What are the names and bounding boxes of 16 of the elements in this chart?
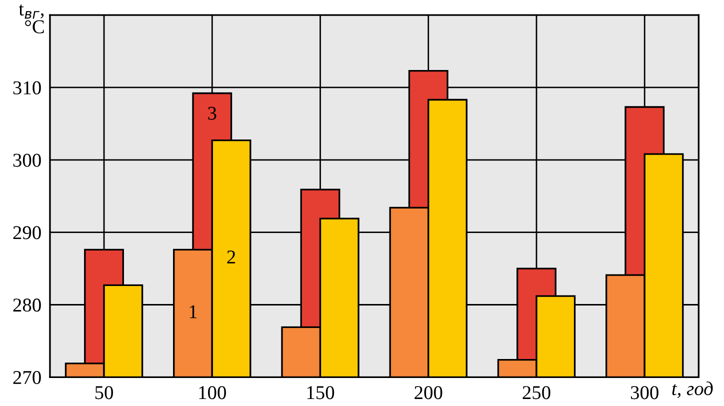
series-label: 1 xyxy=(190,305,197,318)
series-label: 3 xyxy=(208,106,216,120)
x-tick-label: 250 xyxy=(522,386,550,400)
y-tick-label: 310 xyxy=(13,81,41,94)
x-tick-label: 100 xyxy=(199,386,226,400)
x-tick-label: 200 xyxy=(414,386,442,400)
y-tick-label: 270 xyxy=(13,370,41,384)
x-tick-label: 150 xyxy=(307,386,334,400)
y-tick-label: 300 xyxy=(13,154,41,167)
x-axis-title: t, год xyxy=(672,382,713,398)
x-tick-label: 50 xyxy=(95,386,113,400)
y-axis-title: t$_{вг}$, °C xyxy=(18,4,44,34)
y-tick-label: 280 xyxy=(13,298,41,312)
series-label: 2 xyxy=(227,250,236,264)
x-tick-label: 300 xyxy=(630,386,658,400)
y-tick-label: 290 xyxy=(13,226,41,240)
